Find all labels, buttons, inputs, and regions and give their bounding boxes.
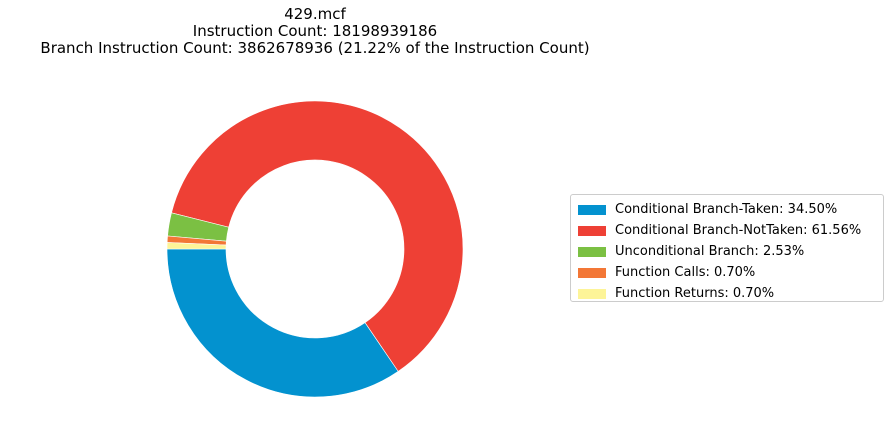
slice-conditional-branch-taken	[166, 248, 399, 398]
title-line-branch-count: Branch Instruction Count: 3862678936 (21…	[40, 39, 590, 57]
legend-swatch	[578, 246, 606, 257]
legend-item: Conditional Branch-Taken: 34.50%	[578, 199, 883, 220]
legend-label: Function Calls: 0.70%	[615, 265, 756, 280]
legend: Conditional Branch-Taken: 34.50% Conditio…	[570, 194, 884, 302]
slice-function-returns	[166, 242, 227, 250]
legend-item: Function Calls: 0.70%	[578, 262, 883, 283]
title-line-instruction-count: Instruction Count: 18198939186	[192, 22, 438, 40]
legend-label: Conditional Branch-NotTaken: 61.56%	[615, 223, 862, 238]
legend-item: Conditional Branch-NotTaken: 61.56%	[578, 220, 883, 241]
legend-swatch	[578, 267, 606, 278]
legend-label: Conditional Branch-Taken: 34.50%	[615, 202, 838, 217]
title-line-benchmark: 429.mcf	[284, 5, 346, 23]
legend-item: Function Returns: 0.70%	[578, 283, 883, 304]
legend-item: Unconditional Branch: 2.53%	[578, 241, 883, 262]
legend-swatch	[578, 225, 606, 236]
donut-slices	[166, 100, 464, 398]
legend-label: Function Returns: 0.70%	[615, 286, 775, 301]
legend-swatch	[578, 288, 606, 299]
donut-chart	[166, 100, 464, 398]
chart-title: 429.mcf Instruction Count: 18198939186 B…	[0, 6, 630, 57]
slice-conditional-branch-nottaken	[171, 100, 464, 372]
legend-label: Unconditional Branch: 2.53%	[615, 244, 805, 259]
legend-swatch	[578, 204, 606, 215]
